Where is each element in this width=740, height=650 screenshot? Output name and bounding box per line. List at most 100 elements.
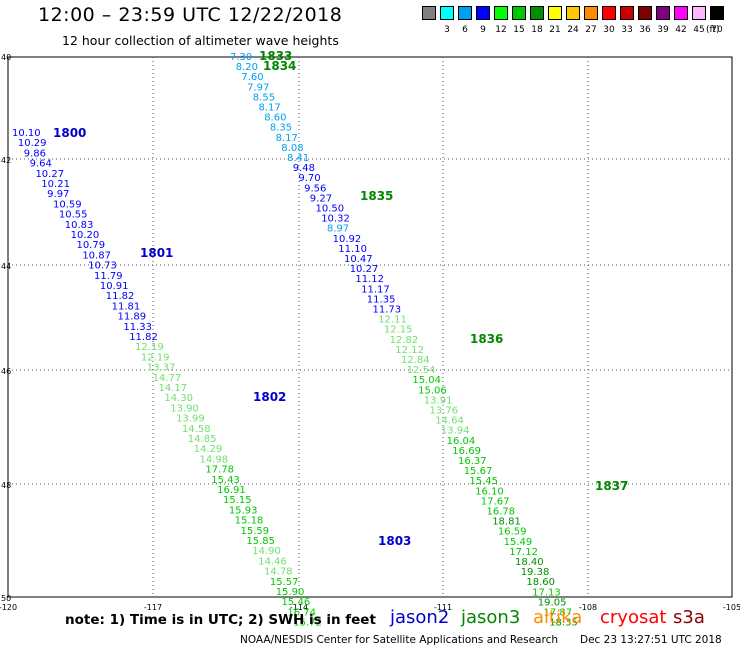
swh-reading: 13.90 [170, 403, 199, 414]
scale-swatch [656, 6, 670, 20]
swh-reading: 17.87 [544, 608, 573, 619]
scale-swatch [512, 6, 526, 20]
lat-label: 44 [1, 262, 11, 271]
swh-reading: 11.79 [94, 271, 123, 282]
swh-reading: 18.81 [492, 517, 521, 528]
lon-label: -111 [434, 603, 452, 612]
scale-label: 70 [711, 25, 723, 35]
swh-reading: 15.18 [235, 516, 264, 527]
swh-reading: 16.78 [487, 507, 516, 518]
lat-label: 42 [1, 156, 11, 165]
swh-reading: 10.59 [53, 199, 82, 210]
swh-reading: 12.12 [395, 345, 424, 356]
scale-label: 33 [621, 25, 633, 35]
map-frame [7, 56, 733, 598]
lon-label: -105 [723, 603, 740, 612]
scale-swatch [638, 6, 652, 20]
swh-reading: 17.67 [481, 496, 510, 507]
swh-reading: 7.30 [230, 52, 252, 63]
swh-reading: 16.69 [452, 446, 481, 457]
legend-note: note: 1) Time is in UTC; 2) SWH is in fe… [65, 612, 376, 628]
mission-cryosat-label: cryosat [600, 607, 667, 628]
swh-reading: 10.73 [88, 261, 117, 272]
swh-reading: 8.20 [236, 62, 258, 73]
swh-reading: 15.43 [211, 475, 240, 486]
scale-label: 45 [693, 25, 705, 35]
swh-reading: 15.67 [464, 466, 493, 477]
swh-reading: 10.47 [344, 254, 373, 265]
swh-reading: 12.19 [135, 342, 164, 353]
swh-reading: 15.85 [246, 536, 275, 547]
swh-reading: 11.89 [117, 312, 146, 323]
swh-reading: 17.78 [205, 465, 234, 476]
swh-reading: 10.27 [350, 264, 379, 275]
lon-label: -114 [290, 603, 308, 612]
swh-reading: 10.91 [100, 281, 129, 292]
swh-reading: 16.91 [217, 485, 246, 496]
scale-label: 9 [480, 25, 486, 35]
pass-time-label: 1833 [259, 49, 292, 63]
swh-reading: 15.59 [241, 526, 270, 537]
lat-label: 50 [1, 594, 11, 603]
swh-reading: 8.97 [327, 224, 349, 235]
pass-time-label: 1801 [140, 246, 173, 260]
swh-reading: 8.17 [259, 103, 281, 114]
swh-reading: 19.38 [521, 567, 550, 578]
page-title: 12:00 – 23:59 UTC 12/22/2018 [38, 4, 343, 26]
scale-label: 6 [462, 25, 468, 35]
swh-reading: 10.92 [333, 234, 362, 245]
swh-reading: 14.85 [188, 434, 217, 445]
scale-label: 39 [657, 25, 669, 35]
swh-reading: 14.58 [182, 424, 211, 435]
lon-label: -108 [579, 603, 597, 612]
swh-reading: 11.12 [355, 274, 384, 285]
swh-reading: 9.97 [47, 189, 69, 200]
swh-reading: 8.08 [281, 143, 303, 154]
lat-label: 48 [1, 481, 11, 490]
scale-swatch [440, 6, 454, 20]
swh-reading: 11.10 [338, 244, 367, 255]
scale-swatch [476, 6, 490, 20]
swh-reading: 8.55 [253, 92, 275, 103]
swh-reading: 10.79 [76, 240, 105, 251]
pass-time-label: 1834 [263, 59, 296, 73]
swh-reading: 12.54 [407, 365, 436, 376]
pass-time-label: 1803 [378, 534, 411, 548]
swh-reading: 15.57 [270, 577, 299, 588]
swh-reading: 16.59 [498, 527, 527, 538]
swh-reading: 11.35 [367, 294, 396, 305]
swh-reading: 19.05 [538, 597, 567, 608]
scale-label: 30 [603, 25, 615, 35]
swh-reading: 11.17 [361, 284, 390, 295]
swh-reading: 15.49 [504, 537, 533, 548]
swh-reading: 15.46 [282, 597, 311, 608]
swh-reading: 14.17 [159, 383, 188, 394]
swh-reading: 9.86 [24, 148, 46, 159]
swh-reading: 11.73 [373, 305, 402, 316]
pass-time-label: 1802 [253, 390, 286, 404]
scale-swatch [548, 6, 562, 20]
lon-label: -117 [144, 603, 162, 612]
swh-reading: 8.60 [264, 113, 286, 124]
swh-reading: 13.76 [430, 406, 459, 417]
swh-reading: 14.90 [252, 546, 281, 557]
page-subtitle: 12 hour collection of altimeter wave hei… [62, 33, 339, 48]
swh-reading: 18.35 [549, 618, 578, 629]
swh-reading: 10.27 [35, 169, 64, 180]
swh-reading: 10.50 [316, 204, 345, 215]
swh-reading: 13.37 [147, 363, 176, 374]
scale-label: 21 [549, 25, 561, 35]
swh-reading: 7.60 [241, 72, 263, 83]
swh-reading: 14.30 [164, 393, 193, 404]
scale-label: 12 [495, 25, 507, 35]
scale-label: 36 [639, 25, 651, 35]
swh-reading: 12.11 [378, 315, 407, 326]
scale-swatch [692, 6, 706, 20]
swh-reading: 14.29 [194, 444, 223, 455]
swh-reading: 9.48 [293, 163, 315, 174]
swh-reading: 16.37 [458, 456, 487, 467]
scale-swatch [584, 6, 598, 20]
swh-reading: 13.94 [441, 426, 470, 437]
swh-reading: 15.45 [469, 476, 498, 487]
swh-reading: 15.72 [293, 618, 322, 629]
